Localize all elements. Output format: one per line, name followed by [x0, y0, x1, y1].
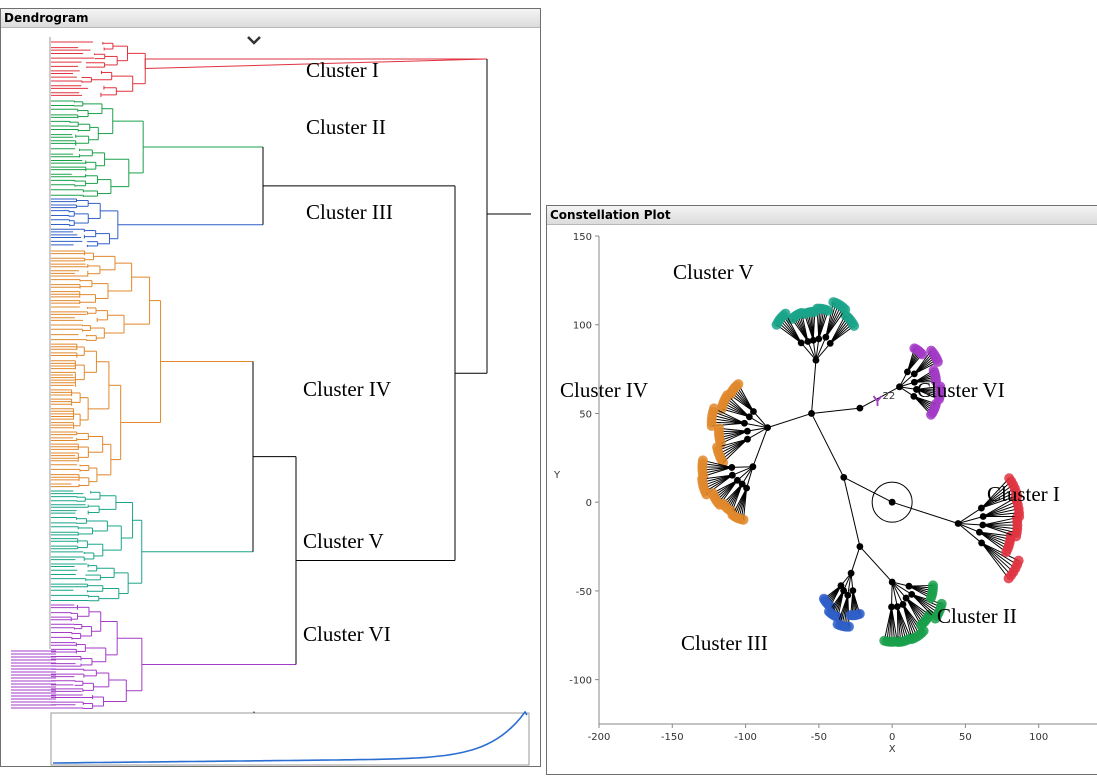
y-tick-label: 50: [579, 409, 592, 420]
chevron-down-icon: [248, 37, 260, 43]
tree-edge: [958, 517, 983, 524]
cluster-leaf: [855, 609, 865, 619]
dendro-cluster-label: Cluster IV: [303, 377, 391, 402]
tree-edge: [851, 547, 860, 574]
tree-edge: [860, 547, 892, 582]
dendrogram-chart: [1, 9, 542, 768]
cluster-leaf: [1014, 556, 1024, 566]
point-label: 22: [882, 391, 895, 402]
cluster-leaf: [928, 580, 938, 590]
tree-edge: [844, 477, 892, 502]
dendro-cluster-label: Cluster I: [306, 58, 379, 83]
cluster-leaf: [844, 622, 854, 632]
tree-edge: [768, 413, 812, 427]
dendro-cluster-label: Cluster III: [306, 200, 393, 225]
tree-edge: [812, 360, 816, 413]
tree-edge: [892, 502, 958, 523]
tree-edge: [812, 408, 860, 413]
y-tick-label: 0: [586, 498, 592, 509]
cluster-leaf: [739, 515, 749, 525]
tree-edge: [958, 508, 981, 523]
y-tick-label: -50: [576, 587, 592, 598]
const-cluster-label: Cluster III: [681, 631, 768, 656]
tree-edge: [844, 477, 860, 546]
const-cluster-label: Cluster V: [673, 260, 754, 285]
cluster-leaf: [828, 297, 838, 307]
dendro-cluster-label: Cluster V: [303, 529, 384, 554]
x-tick-label: 100: [1029, 732, 1048, 743]
x-tick-label: 50: [959, 732, 972, 743]
tree-edge: [753, 428, 768, 467]
x-tick-label: -200: [588, 732, 611, 743]
y-axis-label: Y: [553, 470, 561, 481]
tree-edge: [983, 525, 1017, 533]
const-cluster-label: Cluster VI: [917, 378, 1005, 403]
x-tick-label: -100: [734, 732, 757, 743]
y-tick-label: -100: [569, 676, 592, 687]
tree-edge: [812, 413, 844, 477]
const-cluster-label: Cluster II: [937, 604, 1017, 629]
x-tick-label: -150: [661, 732, 684, 743]
dendrogram-panel: Dendrogram Cluster I Cluster II Cluster …: [0, 8, 541, 767]
const-cluster-label: Cluster I: [987, 482, 1060, 507]
tree-node: [856, 405, 863, 412]
x-tick-label: -50: [811, 732, 827, 743]
cluster-leaf: [926, 346, 936, 356]
tree-node: [804, 338, 811, 345]
y-tick-label: 150: [573, 232, 592, 243]
const-cluster-label: Cluster IV: [560, 378, 648, 403]
x-axis-label: X: [889, 744, 896, 755]
tree-edge: [892, 582, 893, 607]
dendro-cluster-label: Cluster II: [306, 115, 386, 140]
cluster-leaf: [909, 343, 919, 353]
distance-graph-box: [51, 713, 529, 765]
y-tick-label: 100: [573, 321, 592, 332]
dendro-cluster-label: Cluster VI: [303, 622, 391, 647]
tree-edge: [983, 521, 1017, 525]
cluster-leaf: [772, 320, 782, 330]
tree-edge: [983, 518, 1017, 525]
x-tick-label: 0: [889, 732, 895, 743]
marker-icon: [873, 396, 881, 406]
